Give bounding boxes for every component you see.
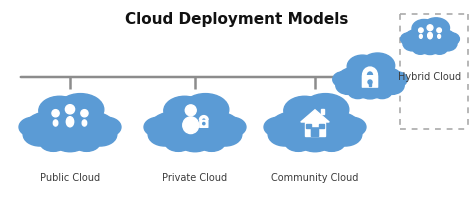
Ellipse shape — [345, 59, 395, 96]
Circle shape — [437, 29, 441, 33]
Ellipse shape — [337, 118, 366, 137]
Ellipse shape — [54, 131, 87, 152]
Ellipse shape — [217, 118, 246, 137]
Circle shape — [419, 29, 423, 33]
Ellipse shape — [39, 97, 81, 126]
Ellipse shape — [358, 83, 382, 99]
Ellipse shape — [198, 133, 225, 152]
Ellipse shape — [40, 133, 67, 152]
Ellipse shape — [404, 30, 431, 50]
Ellipse shape — [369, 68, 403, 93]
Ellipse shape — [422, 19, 449, 39]
Text: Hybrid Cloud: Hybrid Cloud — [399, 72, 462, 82]
Text: Community Cloud: Community Cloud — [271, 172, 359, 182]
Ellipse shape — [82, 120, 87, 126]
Ellipse shape — [336, 77, 360, 95]
Ellipse shape — [420, 42, 439, 55]
Ellipse shape — [428, 33, 432, 40]
FancyBboxPatch shape — [320, 109, 324, 115]
Circle shape — [65, 105, 74, 114]
Ellipse shape — [68, 112, 115, 144]
Ellipse shape — [178, 131, 211, 152]
FancyBboxPatch shape — [306, 124, 310, 128]
Ellipse shape — [36, 101, 104, 148]
Ellipse shape — [53, 120, 58, 126]
Ellipse shape — [313, 112, 360, 144]
Circle shape — [203, 123, 205, 125]
Ellipse shape — [380, 77, 404, 95]
Ellipse shape — [347, 56, 378, 79]
Ellipse shape — [92, 118, 121, 137]
Ellipse shape — [429, 30, 456, 50]
Polygon shape — [301, 110, 329, 122]
Ellipse shape — [83, 124, 117, 146]
Circle shape — [368, 81, 372, 85]
Ellipse shape — [348, 85, 368, 99]
Ellipse shape — [23, 124, 56, 146]
Text: Public Cloud: Public Cloud — [40, 172, 100, 182]
Ellipse shape — [164, 97, 205, 126]
Ellipse shape — [432, 44, 447, 55]
Ellipse shape — [410, 23, 449, 53]
FancyBboxPatch shape — [363, 76, 378, 88]
Ellipse shape — [270, 112, 317, 144]
Ellipse shape — [284, 97, 325, 126]
Ellipse shape — [209, 124, 242, 146]
Ellipse shape — [318, 133, 345, 152]
Circle shape — [81, 110, 88, 117]
Text: Cloud Deployment Models: Cloud Deployment Models — [125, 12, 349, 27]
FancyBboxPatch shape — [311, 128, 319, 137]
FancyBboxPatch shape — [200, 121, 208, 128]
Circle shape — [185, 105, 196, 116]
Ellipse shape — [19, 118, 48, 137]
Ellipse shape — [403, 37, 422, 52]
Text: Private Cloud: Private Cloud — [163, 172, 228, 182]
Ellipse shape — [412, 20, 436, 39]
Ellipse shape — [333, 72, 354, 88]
Ellipse shape — [148, 124, 182, 146]
Ellipse shape — [73, 133, 100, 152]
Ellipse shape — [401, 34, 418, 46]
Ellipse shape — [183, 117, 199, 134]
Circle shape — [427, 26, 433, 31]
Ellipse shape — [298, 131, 332, 152]
Circle shape — [52, 110, 59, 117]
FancyBboxPatch shape — [319, 124, 324, 128]
Ellipse shape — [438, 35, 440, 39]
Ellipse shape — [337, 68, 371, 93]
Ellipse shape — [150, 112, 197, 144]
Ellipse shape — [165, 133, 192, 152]
FancyBboxPatch shape — [369, 83, 371, 86]
Ellipse shape — [302, 94, 349, 126]
Ellipse shape — [57, 94, 104, 126]
Ellipse shape — [161, 101, 229, 148]
Ellipse shape — [372, 85, 392, 99]
Ellipse shape — [66, 117, 73, 127]
Ellipse shape — [193, 112, 240, 144]
FancyBboxPatch shape — [305, 122, 325, 137]
Ellipse shape — [386, 72, 407, 88]
Ellipse shape — [328, 124, 362, 146]
Ellipse shape — [25, 112, 72, 144]
Ellipse shape — [438, 37, 457, 52]
Ellipse shape — [419, 35, 422, 39]
Ellipse shape — [281, 101, 349, 148]
Ellipse shape — [182, 94, 229, 126]
Ellipse shape — [361, 54, 395, 79]
Ellipse shape — [264, 118, 293, 137]
Ellipse shape — [412, 44, 428, 55]
Ellipse shape — [285, 133, 312, 152]
Ellipse shape — [144, 118, 173, 137]
Ellipse shape — [443, 34, 459, 46]
Ellipse shape — [268, 124, 301, 146]
